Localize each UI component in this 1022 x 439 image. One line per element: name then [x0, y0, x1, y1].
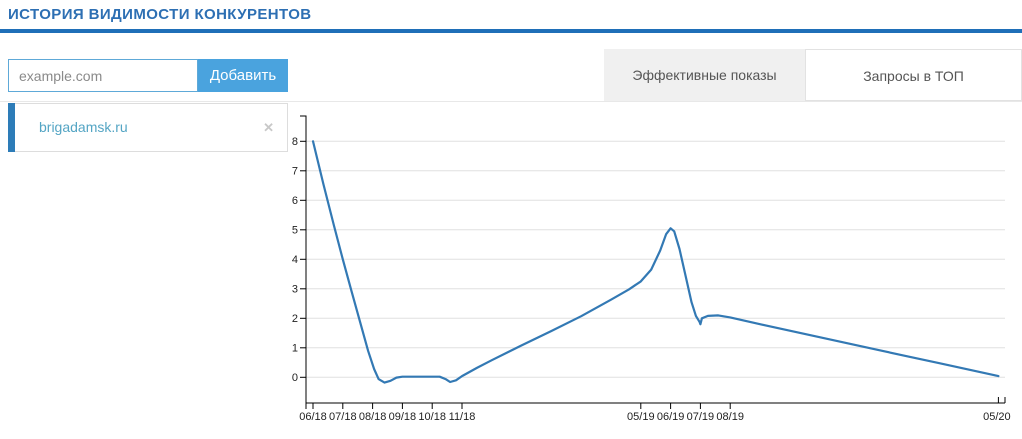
- x-tick-label: 10/18: [418, 411, 446, 423]
- x-tick-label: 05/19: [627, 411, 655, 423]
- competitor-accent-bar: [8, 103, 15, 152]
- add-competitor-button[interactable]: Добавить: [198, 59, 288, 92]
- competitor-domain-label: brigadamsk.ru: [39, 119, 128, 135]
- competitor-domain-input[interactable]: [8, 59, 198, 92]
- x-tick-label: 07/19: [687, 411, 715, 423]
- y-tick-label: 2: [292, 313, 298, 325]
- tab-effective-impressions[interactable]: Эффективные показы: [604, 49, 805, 101]
- x-axis: 06/18 07/18 08/18 09/18 10/18 11/18 05/19 06/19…: [299, 397, 1011, 423]
- y-tick-label: 6: [292, 195, 298, 207]
- y-tick-label: 3: [292, 284, 298, 296]
- x-tick-label: 07/18: [329, 411, 357, 423]
- y-tick-label: 0: [292, 372, 298, 384]
- y-gridlines: [306, 140, 1005, 378]
- y-axis: 0 1 2 3 4 5 6 7 8: [292, 115, 307, 403]
- y-tick-label: 4: [292, 254, 298, 266]
- x-tick-label: 06/19: [657, 411, 685, 423]
- title-underline: [0, 29, 1022, 33]
- panel-divider: [0, 101, 1022, 102]
- y-tick-label: 7: [292, 166, 298, 178]
- series-line-brigadamsk: [311, 140, 1000, 384]
- y-tick-label: 8: [292, 136, 298, 148]
- x-tick-label: 06/18: [299, 411, 327, 423]
- y-tick-label: 1: [292, 343, 298, 355]
- x-tick-label: 08/19: [716, 411, 744, 423]
- competitor-list-item[interactable]: brigadamsk.ru ✕: [8, 103, 288, 152]
- y-tick-label: 5: [292, 225, 298, 237]
- tab-queries-in-top[interactable]: Запросы в ТОП: [805, 49, 1022, 101]
- remove-competitor-icon[interactable]: ✕: [263, 120, 274, 135]
- x-tick-label: 05/20: [983, 411, 1011, 423]
- x-tick-label: 08/18: [359, 411, 387, 423]
- page-title: ИСТОРИЯ ВИДИМОСТИ КОНКУРЕНТОВ: [8, 6, 312, 23]
- x-tick-label: 11/18: [449, 411, 476, 423]
- x-tick-label: 09/18: [389, 411, 417, 423]
